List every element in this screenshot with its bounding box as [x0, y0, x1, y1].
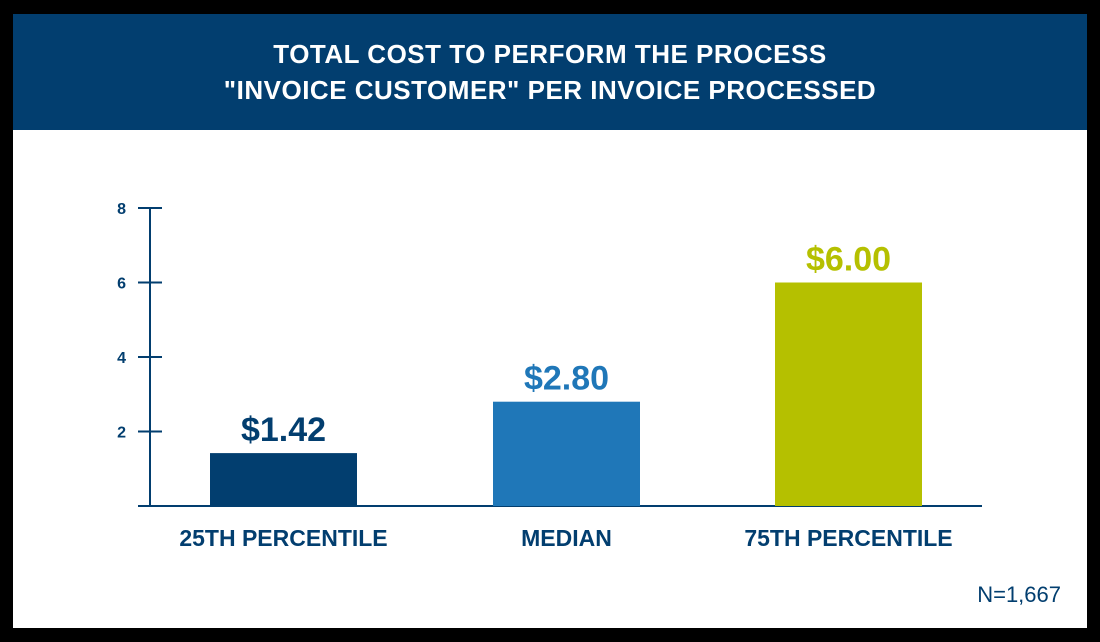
sample-size-note: N=1,667 — [977, 582, 1061, 607]
chart-title: TOTAL COST TO PERFORM THE PROCESS "INVOI… — [13, 14, 1087, 130]
category-label: MEDIAN — [521, 525, 612, 551]
bar-2 — [493, 401, 640, 506]
title-line-2: "INVOICE CUSTOMER" PER INVOICE PROCESSED — [223, 75, 877, 105]
data-label: $2.80 — [524, 360, 609, 398]
bar-1 — [210, 453, 357, 506]
y-tick-label: 8 — [117, 201, 126, 218]
data-label: $6.00 — [806, 241, 891, 279]
category-label: 75TH PERCENTILE — [744, 525, 952, 551]
data-label: $1.42 — [241, 411, 326, 449]
y-tick-label: 4 — [117, 350, 126, 367]
y-tick-label: 6 — [117, 276, 126, 293]
y-tick-label: 2 — [117, 425, 126, 442]
category-label: 25TH PERCENTILE — [179, 525, 387, 551]
bar-3 — [775, 282, 922, 506]
title-line-1: TOTAL COST TO PERFORM THE PROCESS — [273, 39, 827, 69]
